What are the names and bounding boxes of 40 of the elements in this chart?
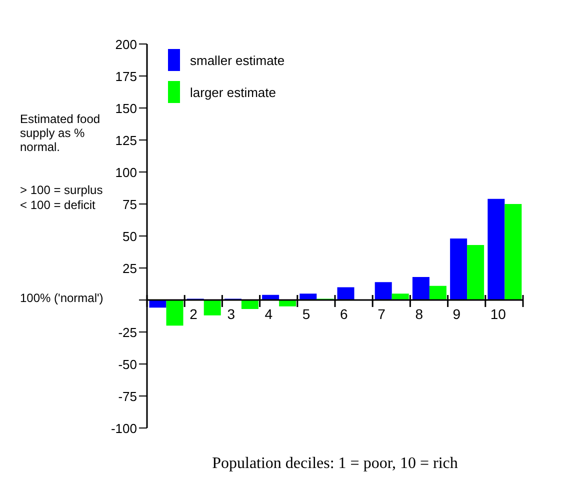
text: 100% ('normal') bbox=[20, 291, 104, 305]
bar bbox=[429, 286, 446, 300]
y-tick-label: 100 bbox=[115, 165, 137, 180]
text: < 100 = deficit bbox=[20, 198, 96, 212]
x-tick-label: 5 bbox=[302, 306, 310, 322]
bar bbox=[467, 244, 484, 300]
bar bbox=[337, 287, 354, 300]
y-tick-label: -25 bbox=[118, 325, 137, 340]
bar bbox=[412, 276, 430, 300]
x-axis-title: Population deciles: 1 = poor, 10 = rich bbox=[212, 455, 458, 472]
y-tick-label: 175 bbox=[115, 69, 137, 84]
x-tick-label: 8 bbox=[415, 306, 424, 322]
y-tick-label: -50 bbox=[118, 357, 137, 372]
bar bbox=[300, 294, 317, 300]
text: > 100 = surplus bbox=[20, 183, 103, 197]
y-tick-label: 50 bbox=[122, 229, 137, 244]
x-tick-label: 10 bbox=[490, 306, 506, 322]
bar bbox=[374, 282, 392, 300]
x-tick-label: 4 bbox=[264, 306, 273, 322]
bar bbox=[504, 204, 522, 300]
bar bbox=[450, 238, 468, 300]
y-tick-label: 125 bbox=[115, 133, 137, 148]
text: Estimated food supply as % normal. bbox=[20, 112, 100, 154]
x-tick-label: 7 bbox=[378, 306, 386, 322]
x-tick-label: 6 bbox=[340, 306, 348, 322]
x-tick-label: 2 bbox=[190, 306, 198, 322]
y-tick-label: 200 bbox=[115, 37, 137, 52]
legend-label: larger estimate bbox=[190, 84, 276, 100]
bar bbox=[488, 198, 505, 300]
y-tick-label: -100 bbox=[110, 421, 137, 436]
y-tick-label: 75 bbox=[122, 197, 137, 212]
bar bbox=[204, 300, 221, 316]
bar bbox=[166, 300, 184, 326]
y-tick-label: 25 bbox=[122, 261, 137, 276]
x-tick-label: 3 bbox=[227, 306, 236, 322]
x-tick-label: 9 bbox=[452, 306, 461, 322]
bar bbox=[392, 294, 409, 300]
legend-label: smaller estimate bbox=[190, 52, 285, 68]
y-tick-label: -75 bbox=[118, 389, 137, 404]
y-tick-label: 150 bbox=[115, 101, 137, 116]
